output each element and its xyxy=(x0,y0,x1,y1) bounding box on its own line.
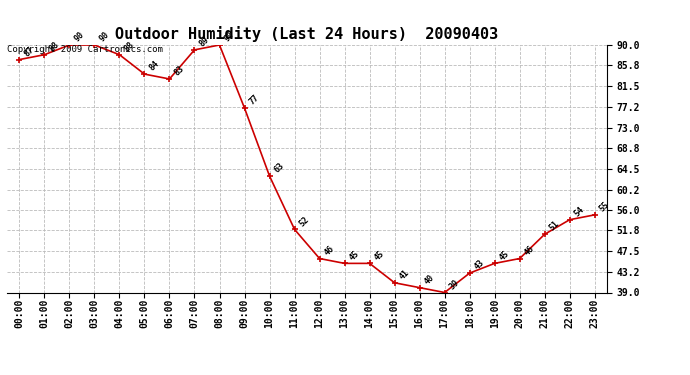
Text: 88: 88 xyxy=(122,40,136,53)
Text: 52: 52 xyxy=(297,214,310,228)
Text: 77: 77 xyxy=(247,93,261,107)
Text: 45: 45 xyxy=(347,249,361,262)
Text: 46: 46 xyxy=(322,244,336,257)
Text: 45: 45 xyxy=(373,249,386,262)
Text: 87: 87 xyxy=(22,45,36,58)
Text: 90: 90 xyxy=(97,30,110,44)
Text: 41: 41 xyxy=(397,268,411,281)
Text: 54: 54 xyxy=(573,205,586,218)
Text: 46: 46 xyxy=(522,244,536,257)
Text: 89: 89 xyxy=(197,35,210,48)
Text: 43: 43 xyxy=(473,258,486,272)
Text: 90: 90 xyxy=(222,30,236,44)
Text: 83: 83 xyxy=(172,64,186,78)
Text: 45: 45 xyxy=(497,249,511,262)
Text: 40: 40 xyxy=(422,273,436,286)
Text: 39: 39 xyxy=(447,278,461,291)
Title: Outdoor Humidity (Last 24 Hours)  20090403: Outdoor Humidity (Last 24 Hours) 2009040… xyxy=(115,27,499,42)
Text: 63: 63 xyxy=(273,161,286,175)
Text: 90: 90 xyxy=(72,30,86,44)
Text: Copyright 2009 Cartronics.com: Copyright 2009 Cartronics.com xyxy=(7,45,163,54)
Text: 55: 55 xyxy=(598,200,611,213)
Text: 88: 88 xyxy=(47,40,61,53)
Text: 51: 51 xyxy=(547,219,561,233)
Text: 84: 84 xyxy=(147,59,161,73)
